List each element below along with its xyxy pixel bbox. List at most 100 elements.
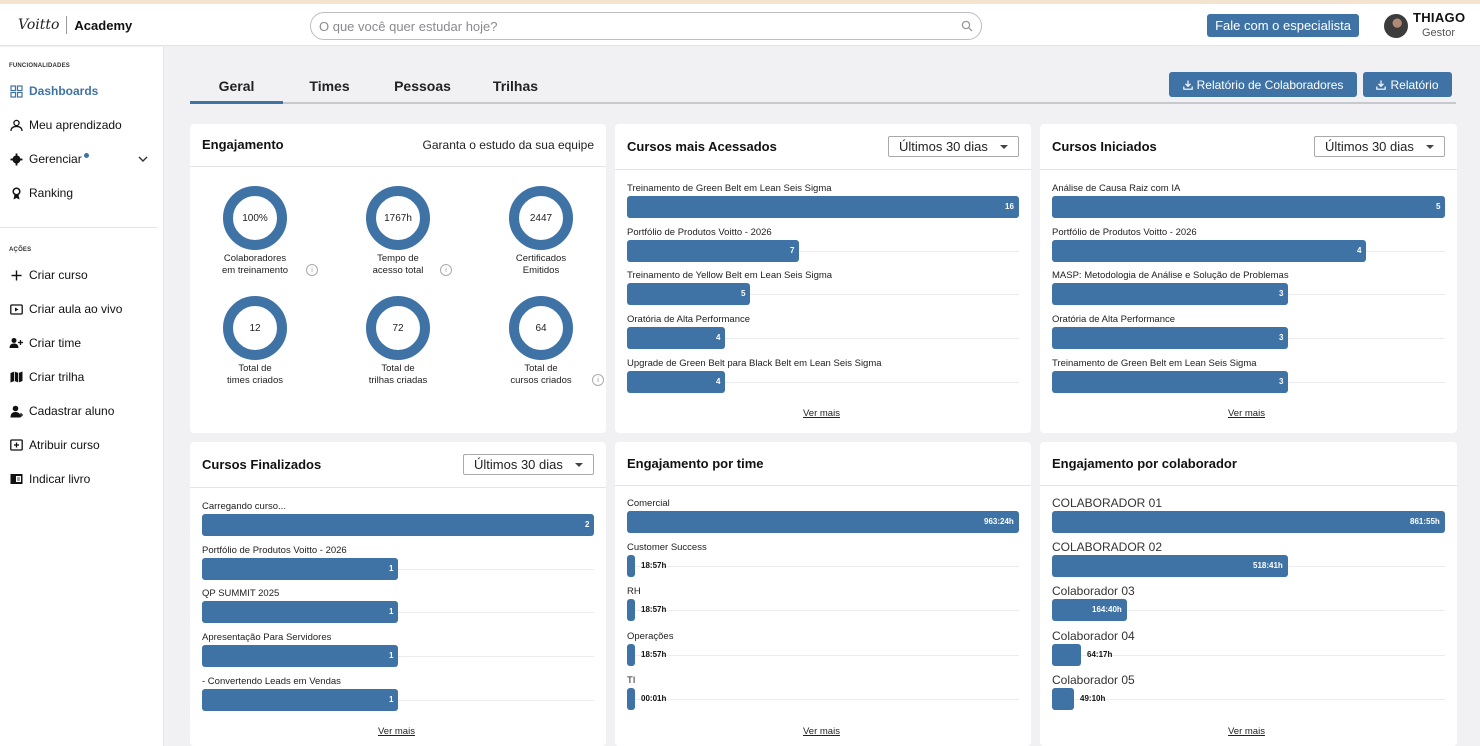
ver-mais-link[interactable]: Ver mais xyxy=(803,726,840,737)
bar-value-label: 164:40h xyxy=(1092,605,1122,615)
search-bar[interactable] xyxy=(310,12,982,40)
user-name[interactable]: THIAGO xyxy=(1413,10,1466,25)
info-icon[interactable]: i xyxy=(440,264,452,276)
bar[interactable] xyxy=(627,327,725,350)
bar[interactable] xyxy=(627,370,725,393)
finished-courses-card: Cursos Finalizados Últimos 30 dias Ver m… xyxy=(190,442,606,746)
bar-label: RH xyxy=(627,586,641,598)
card-title: Cursos mais Acessados xyxy=(627,139,777,154)
caret-down-icon xyxy=(1426,145,1434,149)
bar-label: Portfólio de Produtos Voitto - 2026 xyxy=(1052,226,1197,238)
logo[interactable]: Voitto Academy xyxy=(18,16,132,34)
bar[interactable] xyxy=(1052,643,1081,666)
ver-mais-link[interactable]: Ver mais xyxy=(1228,726,1265,737)
tab-times[interactable]: Times xyxy=(309,78,350,94)
sidebar-action-criar-aula-ao-vivo[interactable]: Criar aula ao vivo xyxy=(9,298,154,320)
talk-to-specialist-button[interactable]: Fale com o especialista xyxy=(1207,14,1359,37)
sidebar-item-label: Meu aprendizado xyxy=(29,118,122,132)
bar[interactable] xyxy=(627,687,635,710)
sidebar-action-cadastrar-aluno[interactable]: Cadastrar aluno xyxy=(9,400,154,422)
bar[interactable] xyxy=(627,511,1019,533)
sidebar-action-label: Criar curso xyxy=(29,268,88,282)
bar[interactable] xyxy=(1052,599,1127,622)
stat-ring: 1767h xyxy=(366,186,430,250)
bar[interactable] xyxy=(202,557,398,580)
dashboard-icon xyxy=(9,84,23,98)
stat-courses-created: 64 Total de cursos criados xyxy=(491,296,591,387)
report-button[interactable]: Relatório xyxy=(1363,72,1452,97)
bar[interactable] xyxy=(202,688,398,711)
tab-pessoas[interactable]: Pessoas xyxy=(394,78,451,94)
bar[interactable] xyxy=(1052,555,1288,578)
section-features-heading: FUNCIONALIDADES xyxy=(9,63,70,69)
sidebar-item-dashboards[interactable]: Dashboards xyxy=(9,80,154,102)
collaborators-report-button[interactable]: Relatório de Colaboradores xyxy=(1169,72,1357,97)
card-header: Cursos Iniciados Últimos 30 dias xyxy=(1040,124,1457,170)
bar-label: Carregando curso... xyxy=(202,501,286,512)
sidebar-action-criar-trilha[interactable]: Criar trilha xyxy=(9,366,154,388)
caret-down-icon xyxy=(575,463,583,467)
sidebar-action-indicar-livro[interactable]: Indicar livro xyxy=(9,468,154,490)
tab-trilhas[interactable]: Trilhas xyxy=(492,78,539,94)
sidebar-item-gerenciar[interactable]: Gerenciar xyxy=(9,148,154,170)
period-select[interactable]: Últimos 30 dias xyxy=(1314,136,1445,157)
period-select[interactable]: Últimos 30 dias xyxy=(888,136,1019,157)
bar[interactable] xyxy=(1052,511,1445,533)
sidebar-item-meu-aprendizado[interactable]: Meu aprendizado xyxy=(9,114,154,136)
avatar[interactable] xyxy=(1384,14,1408,38)
info-icon[interactable]: i xyxy=(592,374,604,386)
bar-track xyxy=(627,698,1019,700)
bar[interactable] xyxy=(627,643,635,666)
stat-ring: 2447 xyxy=(509,186,573,250)
bar[interactable] xyxy=(627,555,635,578)
bar-value-label: 5 xyxy=(1436,202,1441,211)
team-engagement-card: Engajamento por time Ver mais Comercial 9… xyxy=(615,442,1031,746)
bar[interactable] xyxy=(1052,239,1366,262)
bar[interactable] xyxy=(1052,196,1445,218)
sidebar-action-atribuir-curso[interactable]: Atribuir curso xyxy=(9,434,154,456)
sidebar-action-label: Cadastrar aluno xyxy=(29,404,115,418)
ver-mais-link[interactable]: Ver mais xyxy=(803,408,840,419)
bar[interactable] xyxy=(1052,327,1288,350)
bar[interactable] xyxy=(627,599,635,622)
bar[interactable] xyxy=(1052,370,1288,393)
bar[interactable] xyxy=(627,239,799,262)
bar-value-label: 1 xyxy=(389,563,394,573)
bar-value-label: 7 xyxy=(790,245,795,255)
bar[interactable] xyxy=(202,645,398,668)
bar[interactable] xyxy=(202,514,594,536)
sidebar-item-ranking[interactable]: Ranking xyxy=(9,182,154,204)
bar-value-label: 2 xyxy=(585,520,590,529)
bar-value-label: 861:55h xyxy=(1410,517,1440,526)
chevron-down-icon[interactable] xyxy=(138,156,148,162)
tab-geral[interactable]: Geral xyxy=(190,78,283,104)
bar-value-label: 4 xyxy=(716,376,721,386)
bar[interactable] xyxy=(1052,687,1074,710)
info-icon[interactable]: i xyxy=(306,264,318,276)
book-icon xyxy=(9,472,23,486)
ver-mais-link[interactable]: Ver mais xyxy=(378,726,415,737)
sidebar-action-label: Atribuir curso xyxy=(29,438,100,452)
search-input[interactable] xyxy=(319,17,949,35)
bar-track xyxy=(202,568,594,570)
bar-track xyxy=(627,566,1019,568)
bar[interactable] xyxy=(202,601,398,624)
bar-track xyxy=(627,381,1019,383)
bar-label: Apresentação Para Servidores xyxy=(202,632,332,644)
search-icon[interactable] xyxy=(961,20,973,32)
sidebar-action-criar-time[interactable]: Criar time xyxy=(9,332,154,354)
bar[interactable] xyxy=(627,283,750,306)
sidebar-action-criar-curso[interactable]: Criar curso xyxy=(9,264,154,286)
card-title: Engajamento por colaborador xyxy=(1052,456,1237,471)
logo-mark: Voitto xyxy=(18,17,60,33)
stat-total-access-time: 1767h Tempo de acesso total xyxy=(348,186,448,277)
engagement-card: Engajamento Garanta o estudo da sua equi… xyxy=(190,124,606,433)
period-select[interactable]: Últimos 30 dias xyxy=(463,454,594,475)
bar[interactable] xyxy=(627,196,1019,218)
stat-label: Total de times criados xyxy=(227,363,283,386)
bar[interactable] xyxy=(1052,283,1288,306)
stat-label: Colaboradores em treinamento xyxy=(221,253,288,276)
download-icon xyxy=(1182,80,1193,90)
bar-label: Customer Success xyxy=(627,542,707,554)
ver-mais-link[interactable]: Ver mais xyxy=(1228,408,1265,419)
